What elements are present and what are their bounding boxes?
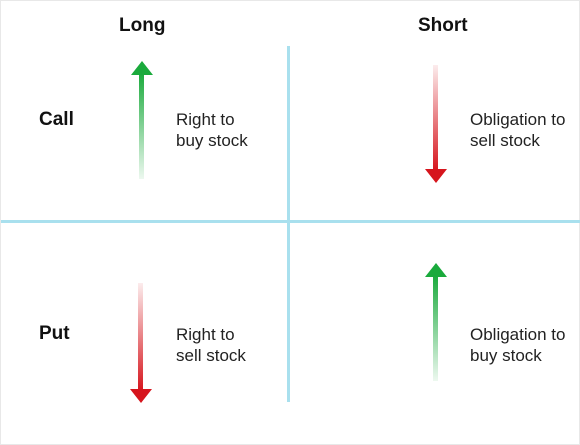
long-put-text-line-1: Right to xyxy=(176,325,235,344)
short-put-description: Obligation to buy stock xyxy=(470,324,580,366)
long-call-up-arrow-icon xyxy=(131,61,153,179)
short-call-description: Obligation to sell stock xyxy=(470,109,580,151)
short-put-text-line-2: buy stock xyxy=(470,346,542,365)
column-header-short: Short xyxy=(418,15,468,36)
long-put-description: Right to sell stock xyxy=(176,324,296,366)
row-header-call: Call xyxy=(39,109,74,130)
vertical-divider xyxy=(287,46,290,402)
short-put-text-line-1: Obligation to xyxy=(470,325,566,344)
short-call-text-line-2: sell stock xyxy=(470,131,540,150)
long-call-text-line-2: buy stock xyxy=(176,131,248,150)
short-put-up-arrow-icon xyxy=(425,263,447,381)
column-header-long: Long xyxy=(119,15,166,36)
long-put-down-arrow-icon xyxy=(130,283,152,403)
long-call-description: Right to buy stock xyxy=(176,109,296,151)
short-call-text-line-1: Obligation to xyxy=(470,110,566,129)
horizontal-divider xyxy=(1,220,580,223)
short-call-down-arrow-icon xyxy=(425,65,447,183)
long-put-text-line-2: sell stock xyxy=(176,346,246,365)
long-call-text-line-1: Right to xyxy=(176,110,235,129)
row-header-put: Put xyxy=(39,323,70,344)
